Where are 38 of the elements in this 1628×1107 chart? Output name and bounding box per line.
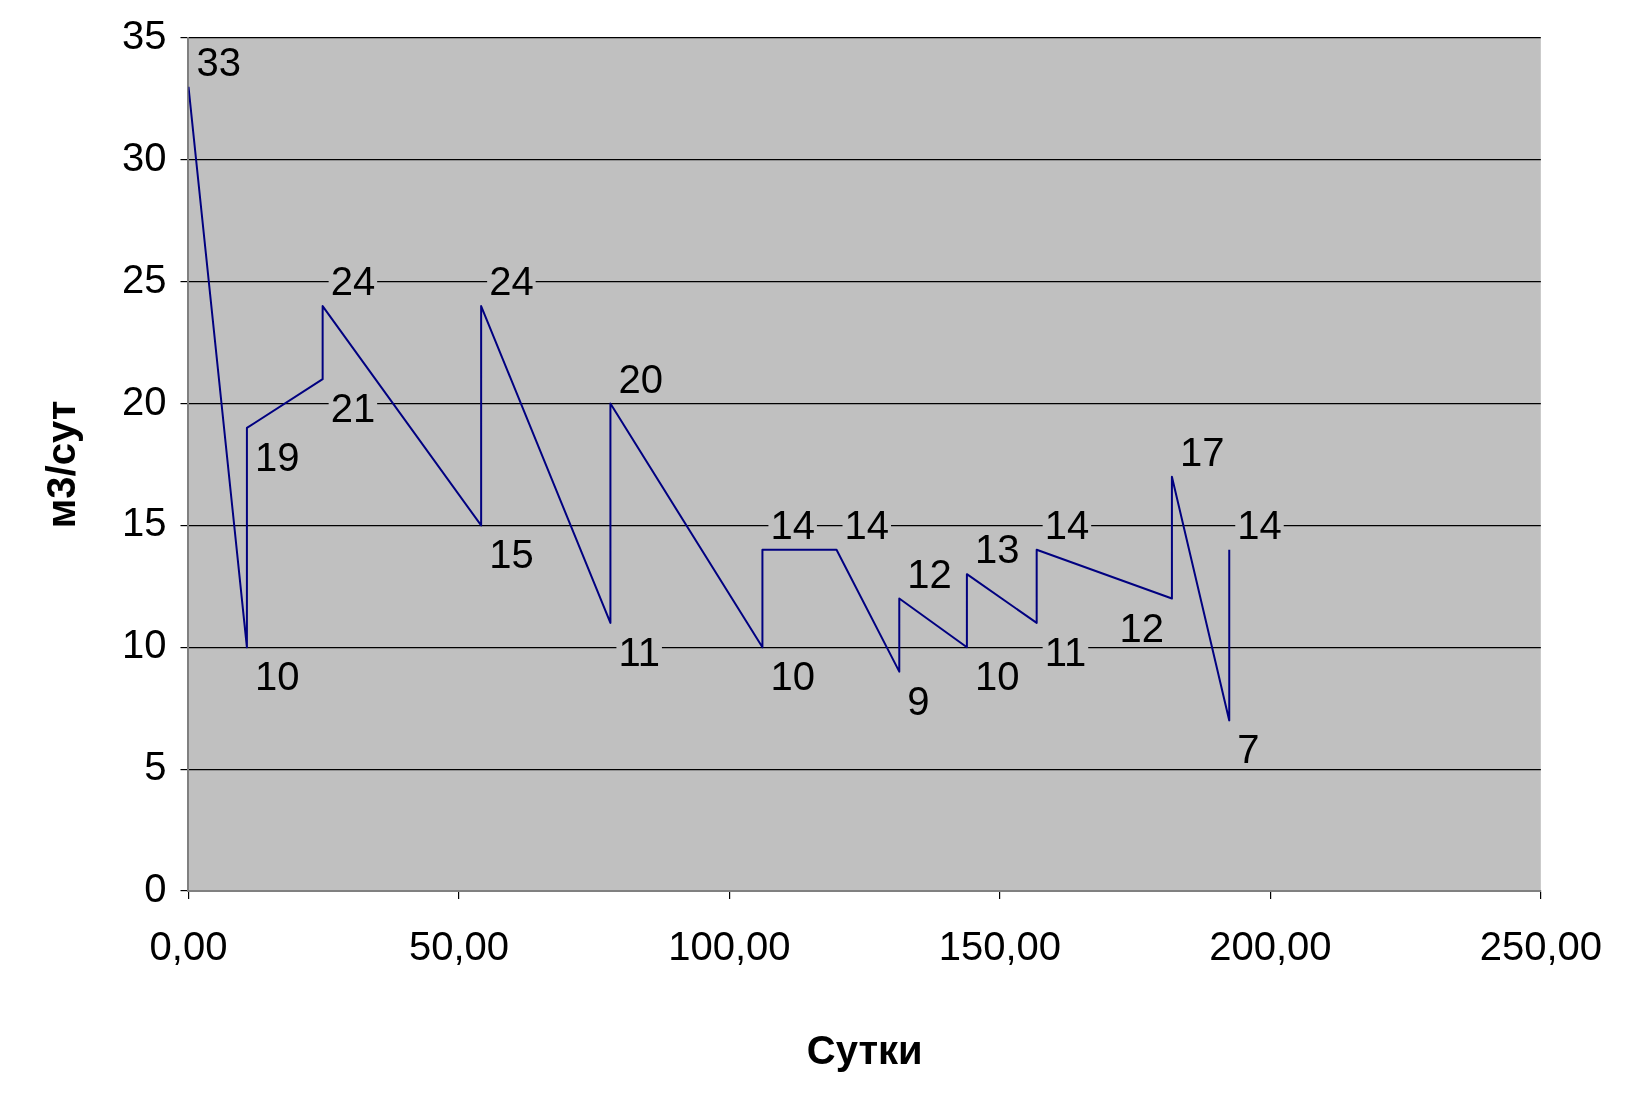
data-label: 20 xyxy=(618,356,663,401)
x-tick-label: 250,00 xyxy=(1479,924,1602,969)
data-label: 14 xyxy=(844,502,890,547)
data-label: 14 xyxy=(1237,502,1282,547)
y-tick-label: 15 xyxy=(121,500,167,545)
x-tick-label: 200,00 xyxy=(1209,924,1332,969)
y-tick-label: 25 xyxy=(121,256,167,301)
data-label: 10 xyxy=(254,654,300,699)
data-label: 12 xyxy=(907,551,952,596)
x-tick-label: 150,00 xyxy=(938,924,1062,969)
y-tick-label: 30 xyxy=(121,134,167,179)
data-label: 13 xyxy=(974,527,1020,572)
data-label: 21 xyxy=(330,386,376,431)
y-axis-title: м3/сут xyxy=(39,400,84,529)
data-label: 14 xyxy=(1044,502,1090,547)
x-tick-label: 100,00 xyxy=(668,924,791,969)
data-label: 11 xyxy=(1044,629,1087,674)
data-label: 24 xyxy=(330,259,376,304)
y-tick-label: 5 xyxy=(144,744,167,789)
data-label: 11 xyxy=(618,629,660,674)
data-label: 15 xyxy=(489,532,534,577)
y-tick-label: 10 xyxy=(121,622,167,667)
data-label: 10 xyxy=(974,654,1020,699)
data-label: 10 xyxy=(770,654,815,699)
data-label: 7 xyxy=(1237,727,1260,772)
x-tick-label: 0,00 xyxy=(149,924,228,969)
data-label: 17 xyxy=(1179,429,1225,474)
y-tick-label: 35 xyxy=(121,13,167,58)
data-label: 12 xyxy=(1119,605,1164,650)
data-label: 24 xyxy=(489,259,534,304)
x-axis-title: Сутки xyxy=(806,1028,923,1073)
y-tick-label: 0 xyxy=(144,866,167,911)
data-label: 14 xyxy=(770,502,815,547)
y-tick-label: 20 xyxy=(121,378,167,423)
data-label: 33 xyxy=(196,39,241,84)
x-tick-label: 50,00 xyxy=(408,924,510,969)
data-label: 9 xyxy=(907,678,930,723)
data-label: 19 xyxy=(254,434,300,479)
